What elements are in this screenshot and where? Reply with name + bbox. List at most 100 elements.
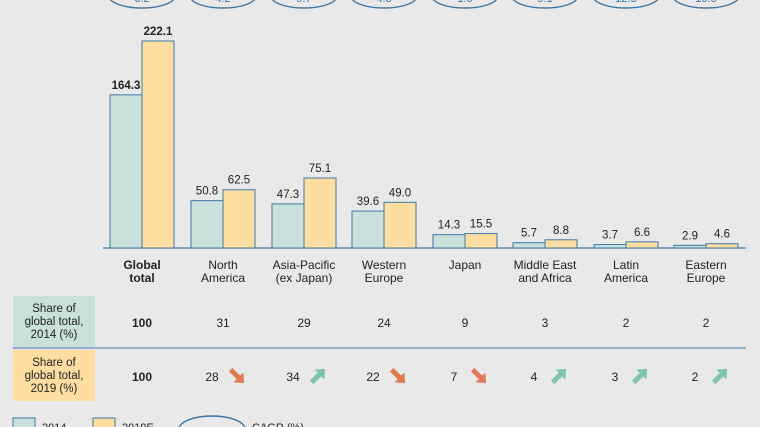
legend-label-2019e: 2019E	[122, 422, 154, 427]
bar-2014	[512, 242, 546, 249]
arrow-up-icon	[309, 368, 326, 385]
data-label: 62.5	[228, 175, 250, 187]
bar-2014	[109, 94, 143, 249]
cagr-badge: 1.6	[432, 0, 498, 9]
category-label: America	[604, 271, 648, 285]
bar-2019e	[141, 40, 175, 249]
share-value: 34	[286, 370, 300, 384]
legend-swatch-2019e	[92, 417, 116, 427]
data-label: 222.1	[144, 26, 173, 38]
category-label: Middle East	[514, 258, 577, 272]
arrow-shape	[309, 368, 326, 385]
cagr-badge: 9.1	[512, 0, 578, 9]
data-label: 164.3	[112, 80, 141, 92]
category-label: Europe	[365, 271, 404, 285]
share-value: 4	[531, 370, 538, 384]
bar-2014	[673, 244, 707, 249]
cagr-badges: 6.2 4.2 9.7 4.3 1.6 9.1 12.3 10.3	[109, 0, 739, 9]
cagr-badge: 4.3	[351, 0, 417, 9]
share-value: 100	[132, 316, 152, 330]
cagr-badge: 4.2	[190, 0, 256, 9]
share-value: 22	[366, 370, 380, 384]
category-label: total	[129, 271, 154, 285]
data-label: 50.8	[196, 186, 218, 198]
data-label: 8.8	[553, 225, 569, 237]
cagr-oval	[271, 0, 337, 9]
bar-2014	[432, 234, 466, 249]
cagr-badge: 10.3	[673, 0, 739, 9]
cagr-value: 9.7	[296, 0, 311, 5]
share-value: 3	[612, 370, 619, 384]
cagr-oval	[593, 0, 659, 9]
data-label: 47.3	[277, 189, 299, 201]
bar-2019e	[625, 241, 659, 249]
data-label: 2.9	[682, 230, 698, 242]
legend-label-2014: 2014	[42, 422, 66, 427]
bar-2014	[351, 210, 385, 249]
share-row-label-box	[13, 296, 95, 347]
arrow-shape	[470, 367, 487, 384]
data-label: 14.3	[438, 220, 460, 232]
cagr-badge: 12.3	[593, 0, 659, 9]
arrow-up-icon	[711, 368, 728, 385]
share-value: 2	[703, 316, 710, 330]
share-row-label: 2019 (%)	[31, 383, 78, 395]
data-label: 5.7	[521, 228, 537, 240]
data-label: 39.6	[357, 196, 379, 208]
category-label: Asia-Pacific	[273, 258, 336, 272]
category-label: America	[201, 271, 245, 285]
data-label: 75.1	[309, 163, 331, 175]
cagr-value: 10.3	[695, 0, 716, 5]
bar-2019e	[544, 239, 578, 249]
arrow-shape	[550, 368, 567, 385]
category-label: and Africa	[518, 271, 572, 285]
share-row-label: global total,	[25, 370, 84, 382]
cagr-badge: 9.7	[271, 0, 337, 9]
arrow-down-icon	[389, 367, 406, 384]
cagr-value: 4.2	[215, 0, 230, 5]
data-label: 3.7	[602, 230, 618, 242]
bar-2019e	[383, 201, 417, 249]
legend-cagr-oval	[178, 415, 246, 427]
arrow-shape	[631, 368, 648, 385]
cagr-value: 12.3	[615, 0, 636, 5]
cagr-value: 1.6	[457, 0, 472, 5]
share-row-label-box	[13, 350, 95, 401]
bar-2019e	[705, 243, 739, 249]
share-value: 100	[132, 370, 152, 384]
bar-2019e	[464, 233, 498, 249]
data-label: 4.6	[714, 229, 730, 241]
cagr-oval	[351, 0, 417, 9]
arrow-up-icon	[631, 368, 648, 385]
data-label: 15.5	[470, 219, 492, 231]
share-value: 28	[205, 370, 219, 384]
legend-label-cagr: CAGR (%)	[252, 422, 304, 427]
share-value: 29	[297, 316, 311, 330]
category-label: North	[208, 258, 237, 272]
arrow-shape	[228, 367, 245, 384]
arrow-down-icon	[228, 367, 245, 384]
category-label: Europe	[687, 271, 726, 285]
cagr-value: 9.1	[537, 0, 552, 5]
bar-2014	[593, 244, 627, 249]
arrow-up-icon	[550, 368, 567, 385]
share-value: 24	[377, 316, 391, 330]
data-label: 6.6	[634, 227, 650, 239]
legend: 2014 2019E CAGR (%)	[12, 415, 304, 427]
category-label: Western	[362, 258, 406, 272]
category-label: Japan	[449, 258, 482, 272]
arrow-down-icon	[470, 367, 487, 384]
category-label: (ex Japan)	[276, 271, 333, 285]
share-value: 7	[451, 370, 458, 384]
arrow-shape	[711, 368, 728, 385]
cagr-oval	[190, 0, 256, 9]
share-row-label: global total,	[25, 316, 84, 328]
share-value: 31	[216, 316, 230, 330]
cagr-oval	[673, 0, 739, 9]
cagr-oval	[432, 0, 498, 9]
cagr-oval	[109, 0, 175, 9]
arrow-shape	[389, 367, 406, 384]
bar-2019e	[222, 189, 256, 249]
